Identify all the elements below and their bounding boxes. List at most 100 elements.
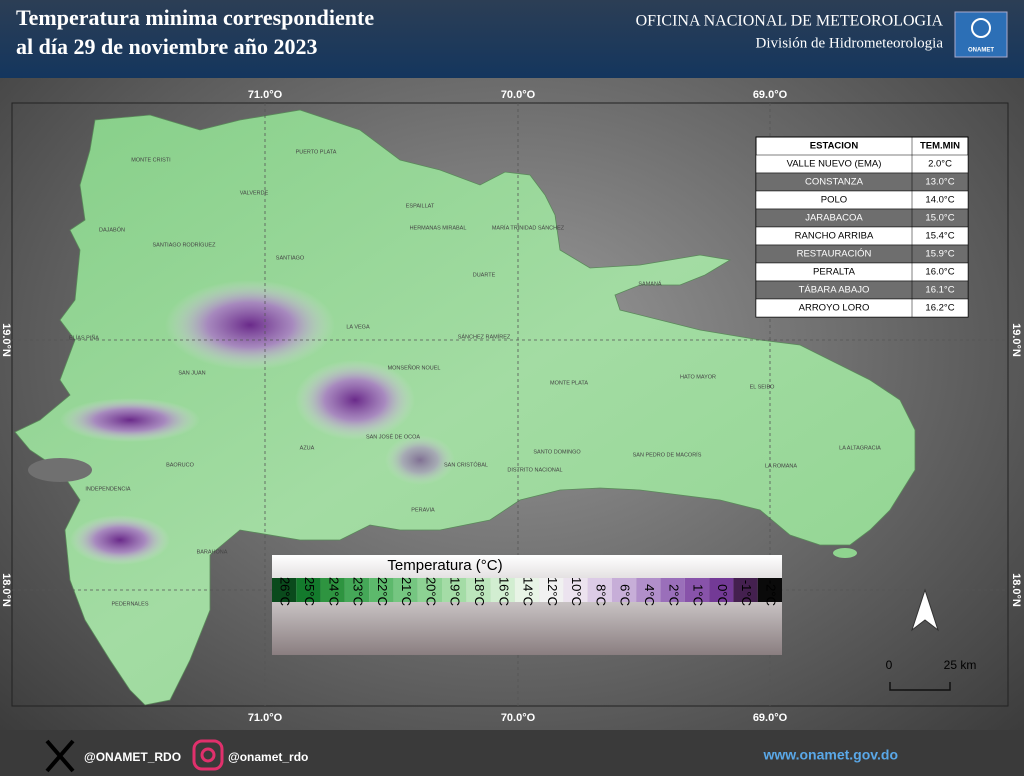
legend-swatch — [733, 578, 758, 602]
province-label: VALVERDE — [240, 190, 269, 196]
station-value: 16.2°C — [925, 303, 954, 314]
instagram-handle[interactable]: @onamet_rdo — [228, 750, 308, 764]
legend-label: -1°C — [739, 580, 754, 606]
province-label: DAJABÓN — [99, 226, 125, 233]
station-name: RANCHO ARRIBA — [795, 231, 874, 242]
legend-label: 0°C — [715, 584, 730, 606]
division: División de Hidrometeorologia — [756, 35, 944, 51]
legend-label: 2°C — [666, 584, 681, 606]
province-label: SAN JOSÉ DE OCOA — [366, 433, 420, 440]
station-value: 2.0°C — [928, 159, 952, 170]
footer-bar — [0, 730, 1024, 776]
x-handle[interactable]: @ONAMET_RDO — [84, 750, 181, 764]
coord-label: 18.0°N — [1010, 573, 1022, 607]
cold-zone — [295, 360, 415, 440]
province-label: PUERTO PLATA — [296, 149, 337, 155]
province-label: MARÍA TRINIDAD SÁNCHEZ — [492, 224, 565, 231]
station-name: POLO — [821, 195, 847, 206]
legend-swatch — [563, 578, 588, 602]
station-name: JARABACOA — [805, 213, 863, 224]
legend-label: 12°C — [545, 577, 560, 606]
province-label: PERAVIA — [411, 507, 435, 513]
cold-zone — [165, 280, 335, 370]
station-value: 14.0°C — [925, 195, 954, 206]
province-label: MONSEÑOR NOUEL — [388, 364, 441, 371]
legend-swatch — [587, 578, 612, 602]
province-label: EL SEIBO — [750, 384, 776, 390]
station-value: 13.0°C — [925, 177, 954, 188]
province-label: PEDERNALES — [112, 601, 149, 607]
legend-swatch — [320, 578, 345, 602]
coord-label: 70.0°O — [501, 89, 536, 101]
coord-label: 70.0°O — [501, 712, 536, 724]
legend-label: 1°C — [691, 584, 706, 606]
station-name: RESTAURACIÓN — [797, 249, 872, 260]
legend-label: 16°C — [496, 577, 511, 606]
province-label: HATO MAYOR — [680, 374, 716, 380]
legend-label: 24°C — [326, 577, 341, 606]
province-label: HERMANAS MIRABAL — [410, 225, 467, 231]
title: al día 29 de noviembre año 2023 — [16, 34, 318, 59]
north-arrow — [911, 588, 939, 632]
province-label: SAMANÁ — [638, 280, 662, 287]
station-name: CONSTANZA — [805, 177, 864, 188]
legend-label: -2°C — [763, 580, 778, 606]
legend-swatch — [539, 578, 564, 602]
x-logo[interactable] — [45, 739, 75, 773]
table-header: TEM.MIN — [920, 141, 960, 152]
legend-title: Temperatura (°C) — [387, 557, 502, 574]
table-row — [755, 298, 969, 318]
province-label: SAN PEDRO DE MACORÍS — [633, 451, 702, 458]
province-label: SAN JUAN — [178, 370, 205, 376]
legend-box — [272, 555, 782, 655]
instagram-logo-lens — [200, 747, 216, 763]
legend-label: 19°C — [448, 577, 463, 606]
province-label: MONTE PLATA — [550, 380, 588, 386]
station-name: ARROYO LORO — [799, 303, 870, 314]
legend-swatch — [344, 578, 370, 602]
station-value: 15.0°C — [925, 213, 954, 224]
legend-swatch — [466, 578, 491, 602]
province-label: BARAHONA — [197, 549, 228, 555]
logo-text: ONAMET — [968, 48, 994, 54]
province-label: LA VEGA — [346, 324, 370, 330]
legend-swatch — [296, 578, 321, 602]
island-saona — [833, 548, 857, 558]
legend-label: 14°C — [521, 577, 536, 606]
legend-label: 18°C — [472, 577, 487, 606]
station-value: 16.1°C — [925, 285, 954, 296]
province-label: SÁNCHEZ RAMÍREZ — [458, 333, 511, 340]
legend-label: 26°C — [278, 577, 293, 606]
legend-swatch — [442, 578, 467, 602]
province-label: AZUA — [300, 445, 315, 451]
office: OFICINA NACIONAL DE METEOROLOGIA — [636, 13, 944, 30]
legend-swatch — [684, 578, 710, 602]
legend-swatch — [709, 578, 734, 602]
legend-label: 21°C — [399, 577, 414, 606]
legend-label: 4°C — [642, 584, 657, 606]
legend-label: 22°C — [375, 577, 390, 606]
lake — [28, 458, 92, 482]
station-name: VALLE NUEVO (EMA) — [787, 159, 882, 170]
legend-swatch — [636, 578, 661, 602]
province-label: ESPAILLAT — [406, 203, 435, 209]
province-label: SAN CRISTÓBAL — [444, 461, 488, 468]
legend-swatch — [757, 578, 782, 602]
province-label: INDEPENDENCIA — [85, 486, 131, 492]
instagram-logo[interactable] — [192, 739, 224, 771]
province-label: DUARTE — [473, 272, 496, 278]
legend-swatch — [369, 578, 394, 602]
cold-zone — [60, 398, 200, 442]
province-label: LA ALTAGRACIA — [839, 445, 881, 451]
station-name: TÁBARA ABAJO — [799, 285, 870, 296]
coord-label: 71.0°O — [248, 89, 283, 101]
station-value: 16.0°C — [925, 267, 954, 278]
website[interactable]: www.onamet.gov.do — [762, 747, 898, 763]
station-value: 15.4°C — [925, 231, 954, 242]
scale-label: 25 km — [944, 658, 977, 672]
legend-label: 10°C — [569, 577, 584, 606]
legend-swatch — [612, 578, 637, 602]
title: Temperatura minima correspondiente — [16, 5, 374, 30]
province-label: BAORUCO — [166, 462, 195, 468]
